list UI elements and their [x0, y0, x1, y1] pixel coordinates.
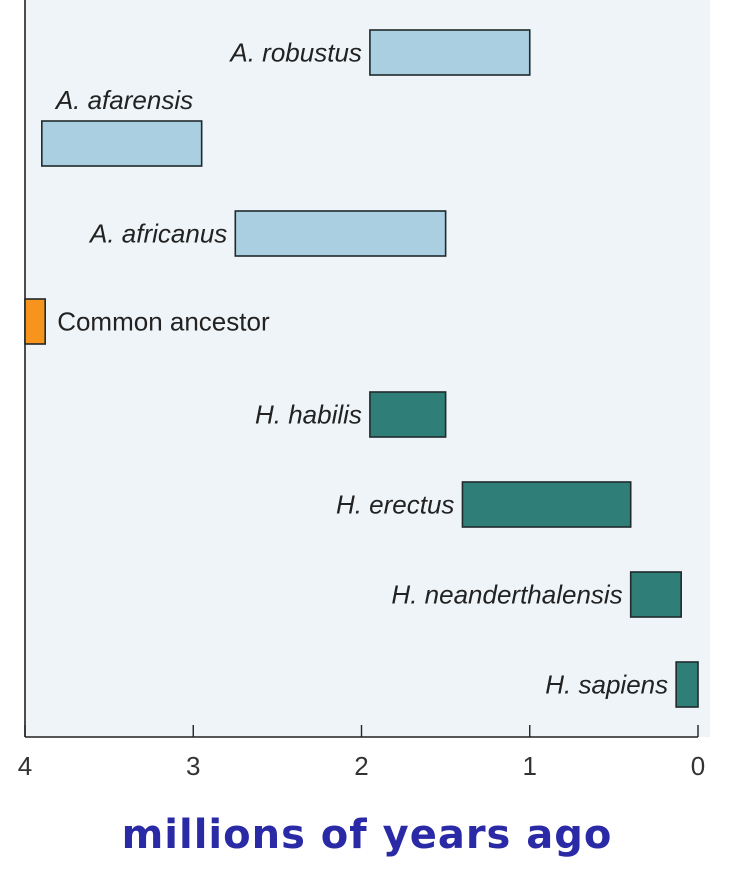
- x-tick-label-0: 0: [691, 751, 705, 781]
- bar-label-a-robustus: A. robustus: [228, 38, 362, 68]
- bar-label-h-habilis: H. habilis: [255, 400, 362, 430]
- bar-label-h-sapiens: H. sapiens: [545, 670, 668, 700]
- bar-a-afarensis: [41, 120, 203, 167]
- x-tick-label-2: 2: [354, 751, 368, 781]
- bar-common-ancestor: [24, 298, 46, 345]
- bar-h-erectus: [461, 481, 632, 528]
- bar-a-africanus: [234, 210, 447, 257]
- x-tick-label-1: 1: [523, 751, 537, 781]
- bar-label-h-erectus: H. erectus: [336, 490, 455, 520]
- bar-label-common-ancestor: Common ancestor: [57, 307, 270, 337]
- bar-h-habilis: [369, 391, 447, 438]
- bar-h-sapiens: [675, 661, 699, 708]
- x-axis-label: millions of years ago: [121, 812, 613, 858]
- bar-label-a-africanus: A. africanus: [88, 219, 227, 249]
- x-tick-label-4: 4: [18, 751, 32, 781]
- bar-h-neanderthalensis: [629, 571, 682, 618]
- x-tick-label-3: 3: [186, 751, 200, 781]
- bar-a-robustus: [369, 29, 531, 76]
- bar-label-h-neanderthalensis: H. neanderthalensis: [391, 580, 622, 610]
- bar-label-a-afarensis: A. afarensis: [54, 85, 193, 115]
